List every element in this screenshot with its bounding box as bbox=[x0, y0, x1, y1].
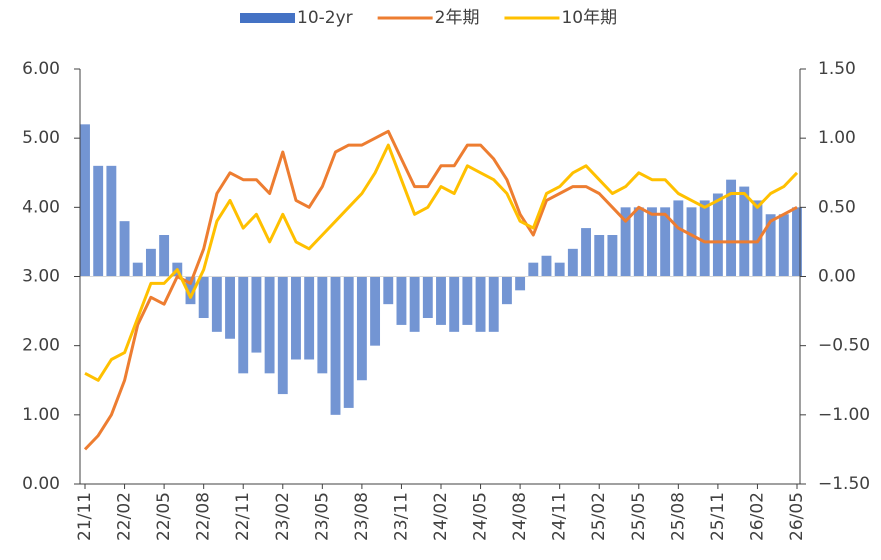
y2-tick-label: 1.50 bbox=[818, 59, 856, 79]
bar bbox=[778, 214, 789, 277]
x-tick-label: 25/05 bbox=[629, 492, 649, 541]
y-tick-label: 0.00 bbox=[22, 474, 60, 494]
bar bbox=[317, 276, 328, 374]
y-tick-label: 6.00 bbox=[22, 59, 60, 79]
y2-tick-label: 1.00 bbox=[818, 128, 856, 148]
bar bbox=[567, 248, 578, 277]
x-tick-label: 23/02 bbox=[273, 492, 293, 541]
x-tick-label: 26/02 bbox=[747, 492, 767, 541]
bar bbox=[712, 193, 723, 277]
line-series bbox=[83, 129, 798, 451]
bar bbox=[264, 276, 275, 374]
bar bbox=[554, 262, 565, 277]
x-tick-label: 23/08 bbox=[352, 492, 372, 541]
bar bbox=[119, 221, 130, 277]
bar bbox=[515, 276, 526, 291]
y-tick-label: 1.00 bbox=[22, 405, 60, 425]
bar bbox=[238, 276, 249, 374]
bar bbox=[185, 276, 196, 305]
bar bbox=[607, 235, 618, 277]
y-tick-label: 4.00 bbox=[22, 197, 60, 217]
bar bbox=[80, 124, 90, 277]
bar bbox=[765, 214, 776, 277]
bar bbox=[581, 228, 591, 277]
bar bbox=[752, 200, 763, 277]
bar bbox=[475, 276, 486, 332]
legend-label: 10年期 bbox=[561, 8, 617, 28]
y-tick-label: 5.00 bbox=[22, 128, 60, 148]
x-tick-label: 24/08 bbox=[510, 492, 530, 541]
y2-tick-label: 0.50 bbox=[818, 197, 856, 217]
bar bbox=[462, 276, 473, 325]
x-tick-label: 25/02 bbox=[589, 492, 609, 541]
bar bbox=[396, 276, 407, 325]
bar bbox=[159, 235, 170, 277]
bar bbox=[673, 200, 684, 277]
y2-tick-label: −0.50 bbox=[818, 336, 870, 356]
bar bbox=[370, 276, 381, 346]
bar bbox=[501, 276, 512, 305]
x-tick-label: 24/02 bbox=[431, 492, 451, 541]
bar bbox=[488, 276, 499, 332]
bar bbox=[620, 207, 631, 277]
bar bbox=[291, 276, 301, 360]
x-tick-label: 24/11 bbox=[550, 492, 570, 541]
bar bbox=[211, 276, 222, 332]
bar bbox=[792, 207, 802, 277]
bar bbox=[132, 262, 143, 277]
legend-swatch bbox=[240, 13, 295, 23]
bar bbox=[145, 248, 156, 277]
x-tick-label: 21/11 bbox=[75, 492, 95, 541]
bar bbox=[436, 276, 446, 325]
x-tick-label: 26/05 bbox=[787, 492, 807, 541]
bar bbox=[686, 207, 697, 277]
bar bbox=[422, 276, 433, 318]
legend-label: 10-2yr bbox=[297, 8, 353, 28]
bar bbox=[528, 262, 539, 277]
bar bbox=[106, 165, 117, 277]
bar bbox=[93, 165, 104, 277]
bar bbox=[277, 276, 288, 395]
y-tick-label: 2.00 bbox=[22, 336, 60, 356]
bar bbox=[739, 186, 750, 277]
y2-tick-label: −1.00 bbox=[818, 405, 870, 425]
x-tick-label: 22/08 bbox=[194, 492, 214, 541]
bar bbox=[225, 276, 235, 339]
x-tick-label: 22/11 bbox=[233, 492, 253, 541]
legend-label: 2年期 bbox=[435, 8, 480, 28]
bar bbox=[251, 276, 262, 353]
x-tick-label: 22/02 bbox=[115, 492, 135, 541]
bar bbox=[633, 207, 644, 277]
x-tick-label: 25/08 bbox=[668, 492, 688, 541]
bar bbox=[449, 276, 460, 332]
bar bbox=[541, 255, 552, 277]
x-tick-label: 23/05 bbox=[312, 492, 332, 541]
x-tick-label: 25/11 bbox=[708, 492, 728, 541]
bar bbox=[699, 200, 710, 277]
bar bbox=[409, 276, 420, 332]
x-tick-label: 24/05 bbox=[471, 492, 491, 541]
y2-tick-label: −1.50 bbox=[818, 474, 870, 494]
bar bbox=[198, 276, 209, 318]
y2-tick-label: 0.00 bbox=[818, 267, 856, 287]
bar bbox=[330, 276, 341, 415]
bar bbox=[383, 276, 394, 305]
bar bbox=[660, 207, 671, 277]
bar bbox=[726, 179, 737, 277]
bar bbox=[356, 276, 367, 381]
bar bbox=[647, 207, 657, 277]
bar bbox=[343, 276, 354, 408]
y-tick-label: 3.00 bbox=[22, 267, 60, 287]
bar bbox=[594, 235, 605, 277]
bar bbox=[304, 276, 315, 360]
x-tick-label: 23/11 bbox=[391, 492, 411, 541]
line-series bbox=[84, 143, 799, 382]
x-tick-label: 22/05 bbox=[154, 492, 174, 541]
